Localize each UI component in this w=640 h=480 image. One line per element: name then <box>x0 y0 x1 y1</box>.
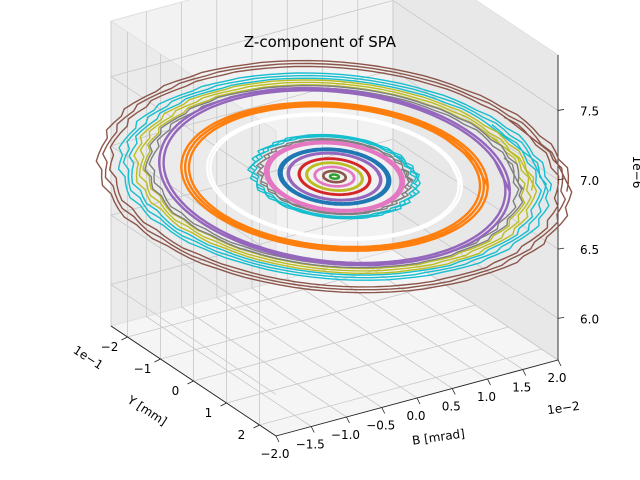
x-tick-label: −2.0 <box>260 447 289 461</box>
x-tick-label: −0.5 <box>366 419 395 433</box>
x-grid-line <box>145 11 312 427</box>
z-tick-mark <box>557 317 565 319</box>
series-trajectory-9 <box>263 140 406 213</box>
x-tick-mark <box>275 435 280 443</box>
x-tick-mark <box>451 388 456 395</box>
series-trajectory-13 <box>305 161 364 192</box>
z-tick-mark <box>557 109 565 111</box>
series-trajectory-14 <box>313 165 356 188</box>
z-grid-line <box>110 0 559 187</box>
x-tick-mark <box>557 359 562 367</box>
x-tick-mark <box>416 397 421 405</box>
y-tick-label: 2 <box>238 428 246 442</box>
z-tick-mark <box>557 178 565 181</box>
x-tick-label: −1.5 <box>296 438 325 452</box>
x-tick-label: 2.0 <box>547 371 566 385</box>
series-trajectory-15 <box>322 169 347 184</box>
y-tick-label: −2 <box>101 340 119 354</box>
series-trajectory-4 <box>157 86 511 267</box>
series-trajectory-10 <box>277 147 392 206</box>
x-tick-mark <box>487 378 491 386</box>
y-tick-mark <box>220 402 227 407</box>
z-tick-label: 7.0 <box>580 174 599 188</box>
y-tick-mark <box>253 424 260 429</box>
x-tick-label: 1.0 <box>477 390 496 404</box>
x-tick-mark <box>310 426 315 433</box>
y-tick-mark <box>154 358 161 363</box>
series-trajectory-5 <box>180 101 489 252</box>
x-grid-line <box>392 0 559 361</box>
data-series <box>95 59 573 294</box>
x-tick-label: 0.0 <box>406 409 425 423</box>
x-axis-label: B [mrad] <box>411 426 465 447</box>
chart-title: Z-component of SPA <box>244 33 397 51</box>
series-trajectory-1 <box>117 72 553 281</box>
x-tick-mark <box>346 416 350 424</box>
series-trajectory-8 <box>256 137 414 216</box>
x-tick-mark <box>381 407 386 414</box>
series-trajectory-11 <box>286 151 383 202</box>
y-tick-mark <box>187 380 194 385</box>
series-trajectory-6 <box>205 112 463 241</box>
z-tick-mark <box>557 247 565 250</box>
x-grid-line <box>181 2 347 418</box>
y-tick-label: 0 <box>172 384 180 398</box>
x-grid-line <box>286 0 453 389</box>
series-trajectory-12 <box>297 157 372 197</box>
y-tick-mark <box>121 336 128 341</box>
y-tick-label: −1 <box>134 362 152 376</box>
series-trajectory-16 <box>328 173 341 180</box>
tick-labels: −2.0 −1.5 −1.0 −0.5 0.0 0.5 1.0 1.5 2.0 −2 −1 0 1 2 6.… <box>101 104 599 461</box>
x-grid-line <box>357 0 524 370</box>
z-grid-line <box>110 138 559 326</box>
z-tick-label: 7.5 <box>580 104 599 118</box>
x-grid-line <box>251 0 418 399</box>
z-scale-offset: 1e−6 <box>630 156 640 189</box>
x-tick-label: 0.5 <box>442 400 461 414</box>
series-trajectory-0 <box>95 59 573 294</box>
series-trajectory-2 <box>133 79 538 274</box>
x-scale-offset: 1e−2 <box>546 399 580 417</box>
z-tick-label: 6.0 <box>580 312 599 326</box>
x-tick-label: −1.0 <box>331 428 360 442</box>
y-tick-label: 1 <box>205 406 213 420</box>
x-tick-label: 1.5 <box>512 381 531 395</box>
y-axis-label: Y [mm] <box>124 392 169 428</box>
x-tick-mark <box>522 369 527 376</box>
z-tick-label: 6.5 <box>580 243 599 257</box>
series-trajectory-7 <box>247 133 421 220</box>
